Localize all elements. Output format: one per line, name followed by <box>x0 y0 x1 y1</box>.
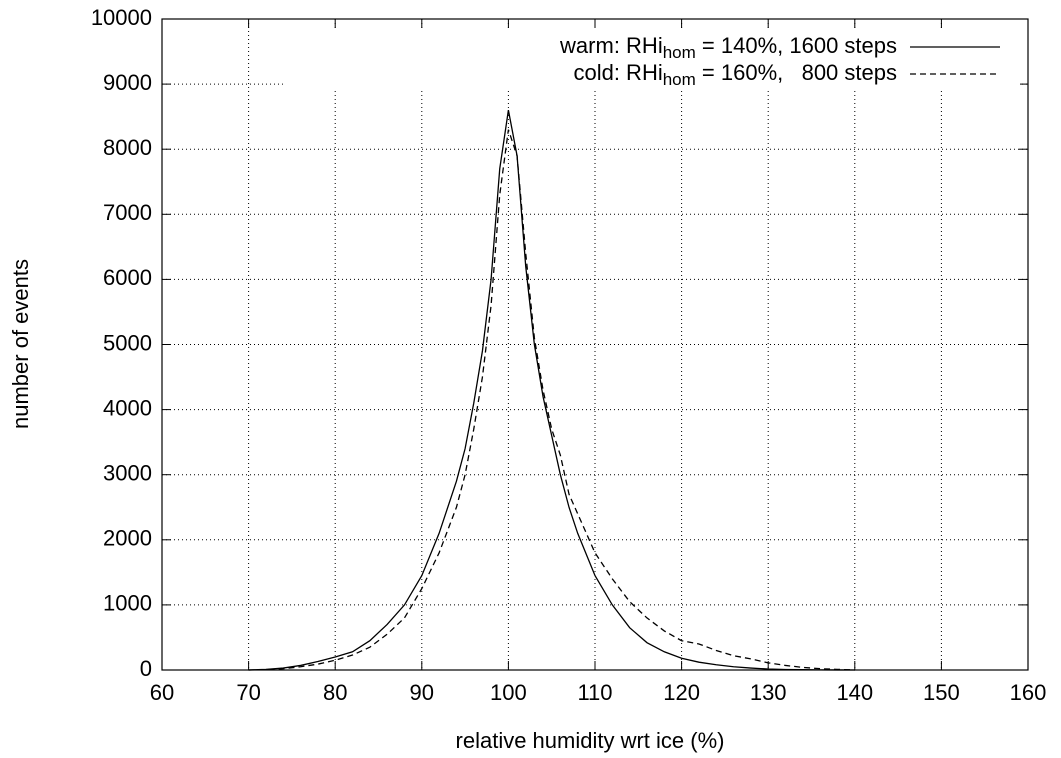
legend-subscript: hom <box>663 70 696 89</box>
y-tick-label: 1000 <box>103 591 152 616</box>
y-tick-label: 9000 <box>103 70 152 95</box>
x-tick-label: 140 <box>836 680 873 705</box>
x-tick-label: 100 <box>490 680 527 705</box>
legend-label: cold: RHihom = 160%, 800 steps <box>573 60 897 90</box>
legend-text: = 140%, 1600 steps <box>696 33 897 58</box>
legend-text: = 160%, 800 steps <box>696 60 897 85</box>
x-tick-label: 120 <box>663 680 700 705</box>
y-tick-label: 6000 <box>103 265 152 290</box>
x-tick-label: 80 <box>323 680 347 705</box>
x-tick-label: 90 <box>410 680 434 705</box>
data-line <box>248 110 855 671</box>
legend-background <box>285 30 1020 90</box>
y-axis-label: number of events <box>8 259 33 429</box>
y-tick-label: 3000 <box>103 461 152 486</box>
y-tick-label: 10000 <box>91 5 152 30</box>
x-tick-label: 70 <box>236 680 260 705</box>
y-tick-label: 2000 <box>103 526 152 551</box>
y-tick-label: 5000 <box>103 330 152 355</box>
y-tick-label: 0 <box>140 656 152 681</box>
plot-frame <box>161 18 1029 671</box>
legend-text: warm: RHi <box>559 33 663 58</box>
y-tick-label: 4000 <box>103 395 152 420</box>
x-tick-label: 150 <box>923 680 960 705</box>
y-tick-label: 8000 <box>103 135 152 160</box>
x-tick-label: 160 <box>1010 680 1047 705</box>
x-tick-label: 130 <box>750 680 787 705</box>
x-tick-label: 60 <box>150 680 174 705</box>
y-tick-label: 7000 <box>103 200 152 225</box>
x-tick-label: 110 <box>577 680 612 705</box>
legend-label: warm: RHihom = 140%, 1600 steps <box>559 33 897 63</box>
legend-text: cold: RHi <box>573 60 662 85</box>
legend-subscript: hom <box>663 43 696 62</box>
data-line <box>248 129 855 671</box>
x-axis-label: relative humidity wrt ice (%) <box>456 728 725 753</box>
